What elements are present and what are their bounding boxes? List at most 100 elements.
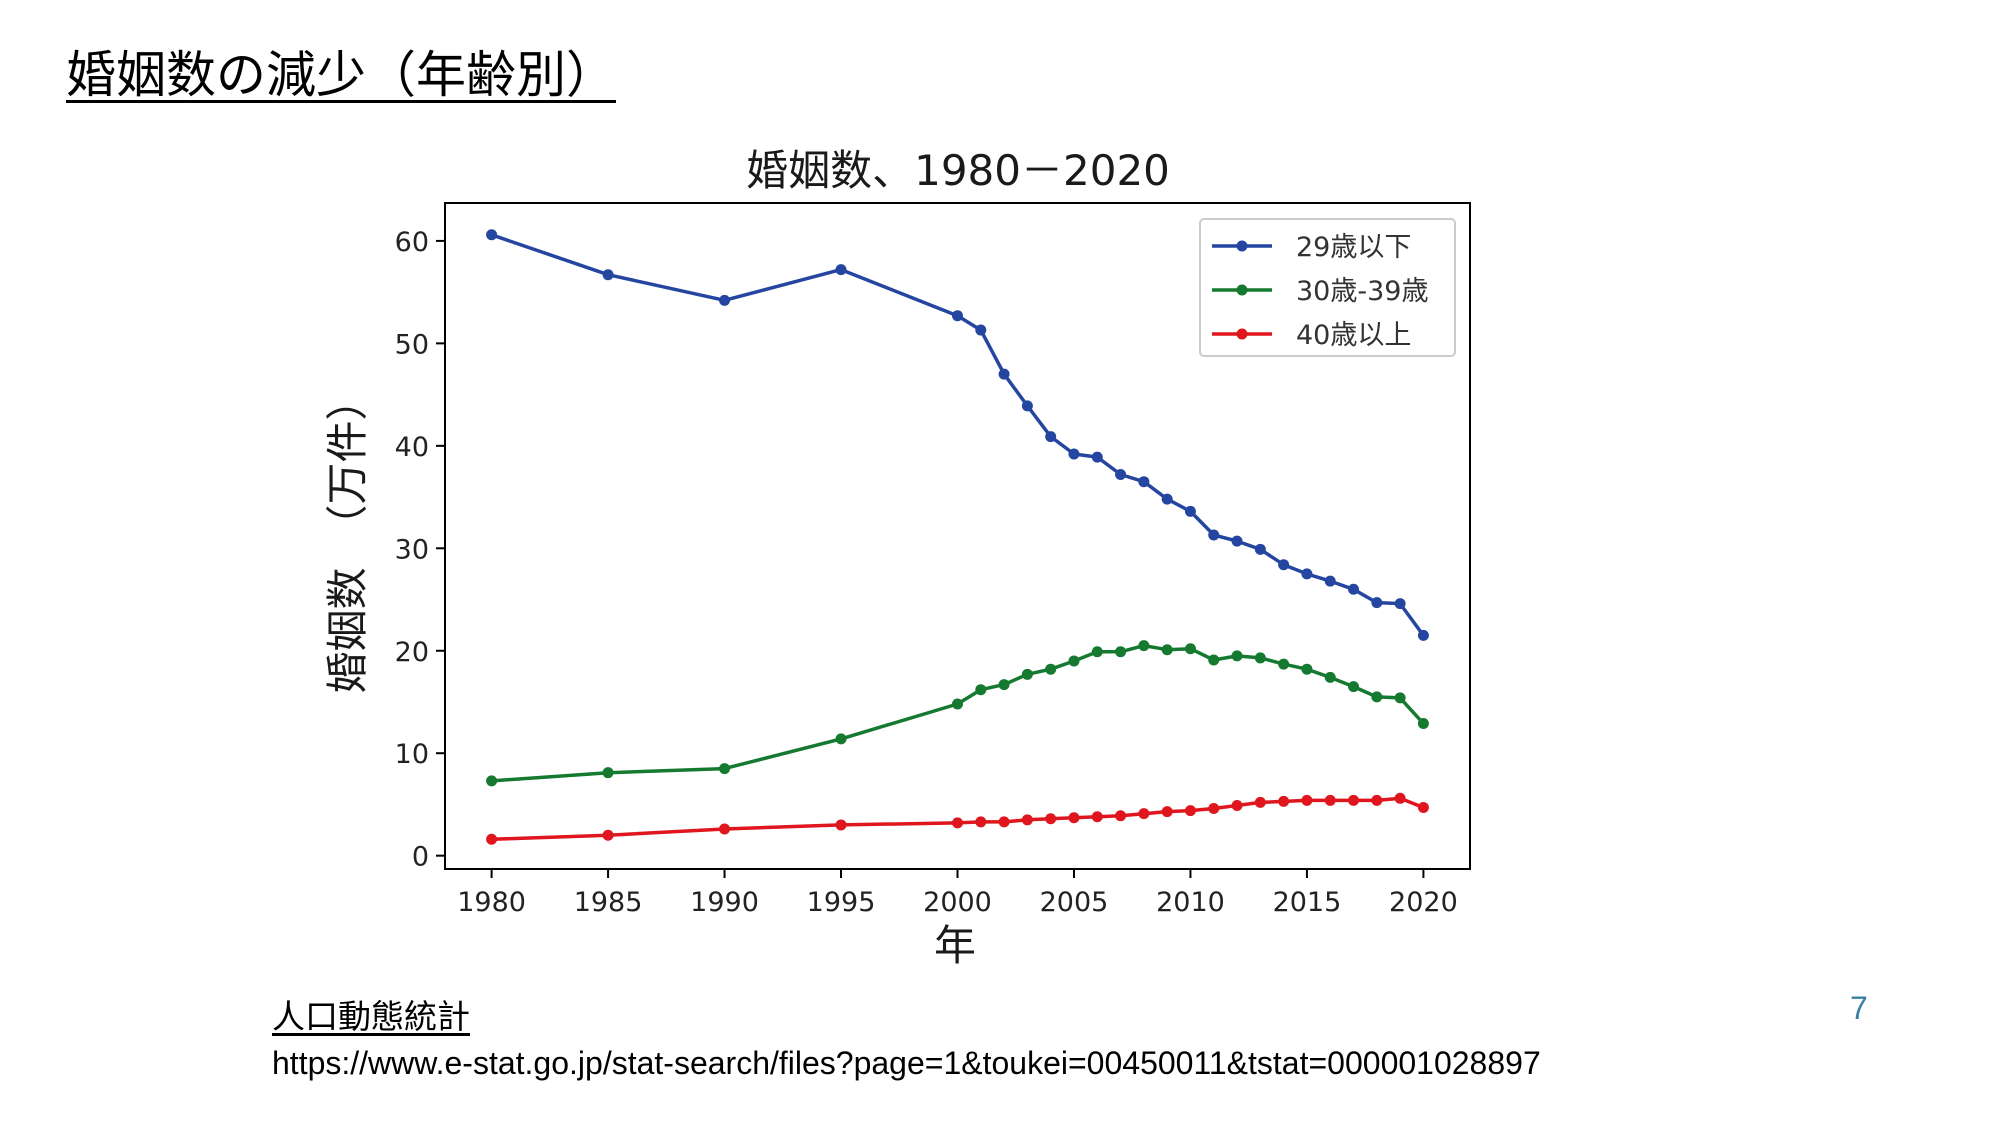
data-point	[1184, 505, 1196, 517]
data-point	[602, 269, 614, 281]
data-point	[1324, 794, 1336, 806]
data-point	[719, 294, 731, 306]
data-point	[835, 264, 847, 276]
data-point	[602, 829, 614, 841]
data-point	[1394, 792, 1406, 804]
data-point	[1115, 646, 1127, 658]
x-tick-label: 2015	[1273, 887, 1342, 918]
data-point	[1091, 451, 1103, 463]
chart-title: 婚姻数、1980－2020	[746, 146, 1170, 195]
data-point	[1254, 543, 1266, 555]
data-point	[1371, 597, 1383, 609]
data-point	[1371, 691, 1383, 703]
data-point	[1301, 663, 1313, 675]
data-point	[1068, 655, 1080, 667]
data-point	[1417, 802, 1429, 814]
data-point	[952, 817, 963, 829]
data-point	[1278, 658, 1290, 670]
legend-label: 40歳以上	[1296, 320, 1411, 351]
data-point	[1115, 469, 1127, 481]
data-point	[1348, 794, 1360, 806]
data-point	[1394, 598, 1406, 610]
x-axis: 1980 1985 1990 1995 2000 2005 2010 2015 2020	[457, 869, 1458, 918]
data-point	[1138, 476, 1150, 488]
legend-swatch-marker	[1236, 284, 1248, 296]
data-point	[1278, 795, 1290, 807]
data-point	[1045, 813, 1057, 825]
data-point	[1231, 650, 1243, 662]
data-point	[1324, 575, 1336, 587]
x-axis-label: 年	[934, 921, 976, 970]
data-point	[1301, 568, 1313, 580]
data-point	[1161, 644, 1173, 656]
data-point	[952, 698, 963, 710]
y-tick-label: 30	[395, 534, 429, 565]
data-point	[1021, 400, 1033, 412]
data-point	[1021, 668, 1033, 680]
x-tick-label: 1990	[690, 887, 759, 918]
y-tick-label: 20	[395, 637, 429, 668]
data-point	[998, 816, 1010, 828]
data-point	[1184, 643, 1196, 655]
data-point	[1301, 794, 1313, 806]
data-point	[975, 684, 987, 696]
data-point	[1045, 663, 1057, 675]
data-point	[975, 816, 987, 828]
y-tick-label: 60	[395, 227, 429, 258]
data-point	[1208, 803, 1220, 815]
data-point	[719, 763, 731, 775]
data-point	[1371, 794, 1383, 806]
x-tick-label: 1995	[807, 887, 876, 918]
data-point	[1045, 431, 1057, 443]
page-number: 7	[1850, 990, 1868, 1026]
x-tick-label: 2005	[1040, 887, 1109, 918]
y-tick-label: 0	[412, 842, 429, 873]
slide-title: 婚姻数の減少（年齢別）	[66, 46, 616, 104]
source-url[interactable]: https://www.e-stat.go.jp/stat-search/fil…	[272, 1045, 1541, 1081]
data-point	[952, 310, 963, 322]
data-point	[1138, 640, 1150, 652]
data-point	[835, 733, 847, 745]
y-tick-label: 10	[395, 739, 429, 770]
series-layer	[486, 229, 1429, 845]
data-point	[1161, 806, 1173, 818]
data-point	[1068, 812, 1080, 824]
data-point	[1324, 671, 1336, 683]
data-point	[1254, 796, 1266, 808]
legend-swatch-marker	[1236, 240, 1248, 252]
data-point	[719, 823, 731, 835]
x-tick-label: 1985	[574, 887, 643, 918]
data-point	[1348, 583, 1360, 595]
x-tick-label: 2000	[923, 887, 992, 918]
data-point	[1417, 629, 1429, 641]
data-point	[1115, 810, 1127, 822]
data-point	[1091, 646, 1103, 658]
data-point	[998, 679, 1010, 691]
legend: 29歳以下 30歳-39歳 40歳以上	[1199, 218, 1456, 357]
data-point	[1231, 799, 1243, 811]
legend-label: 30歳-39歳	[1296, 276, 1428, 307]
data-point	[1417, 718, 1429, 730]
data-point	[1091, 811, 1103, 823]
source-label: 人口動態統計	[272, 997, 470, 1036]
data-point	[975, 324, 987, 336]
data-point	[486, 775, 498, 787]
data-point	[1208, 654, 1220, 666]
data-point	[1138, 808, 1150, 820]
data-point	[1161, 493, 1173, 505]
data-point	[1394, 692, 1406, 704]
legend-label: 29歳以下	[1296, 232, 1411, 263]
data-point	[486, 833, 498, 845]
y-axis: 0 10 20 30 40 50 60	[395, 227, 445, 873]
data-point	[998, 368, 1010, 380]
x-tick-label: 1980	[457, 887, 526, 918]
data-point	[602, 767, 614, 779]
data-point	[1278, 559, 1290, 571]
x-tick-label: 2020	[1389, 887, 1458, 918]
data-point	[486, 229, 498, 241]
data-point	[1348, 681, 1360, 693]
data-point	[1231, 535, 1243, 547]
legend-swatch-marker	[1236, 328, 1248, 340]
data-point	[1021, 814, 1033, 826]
data-point	[1208, 529, 1220, 541]
